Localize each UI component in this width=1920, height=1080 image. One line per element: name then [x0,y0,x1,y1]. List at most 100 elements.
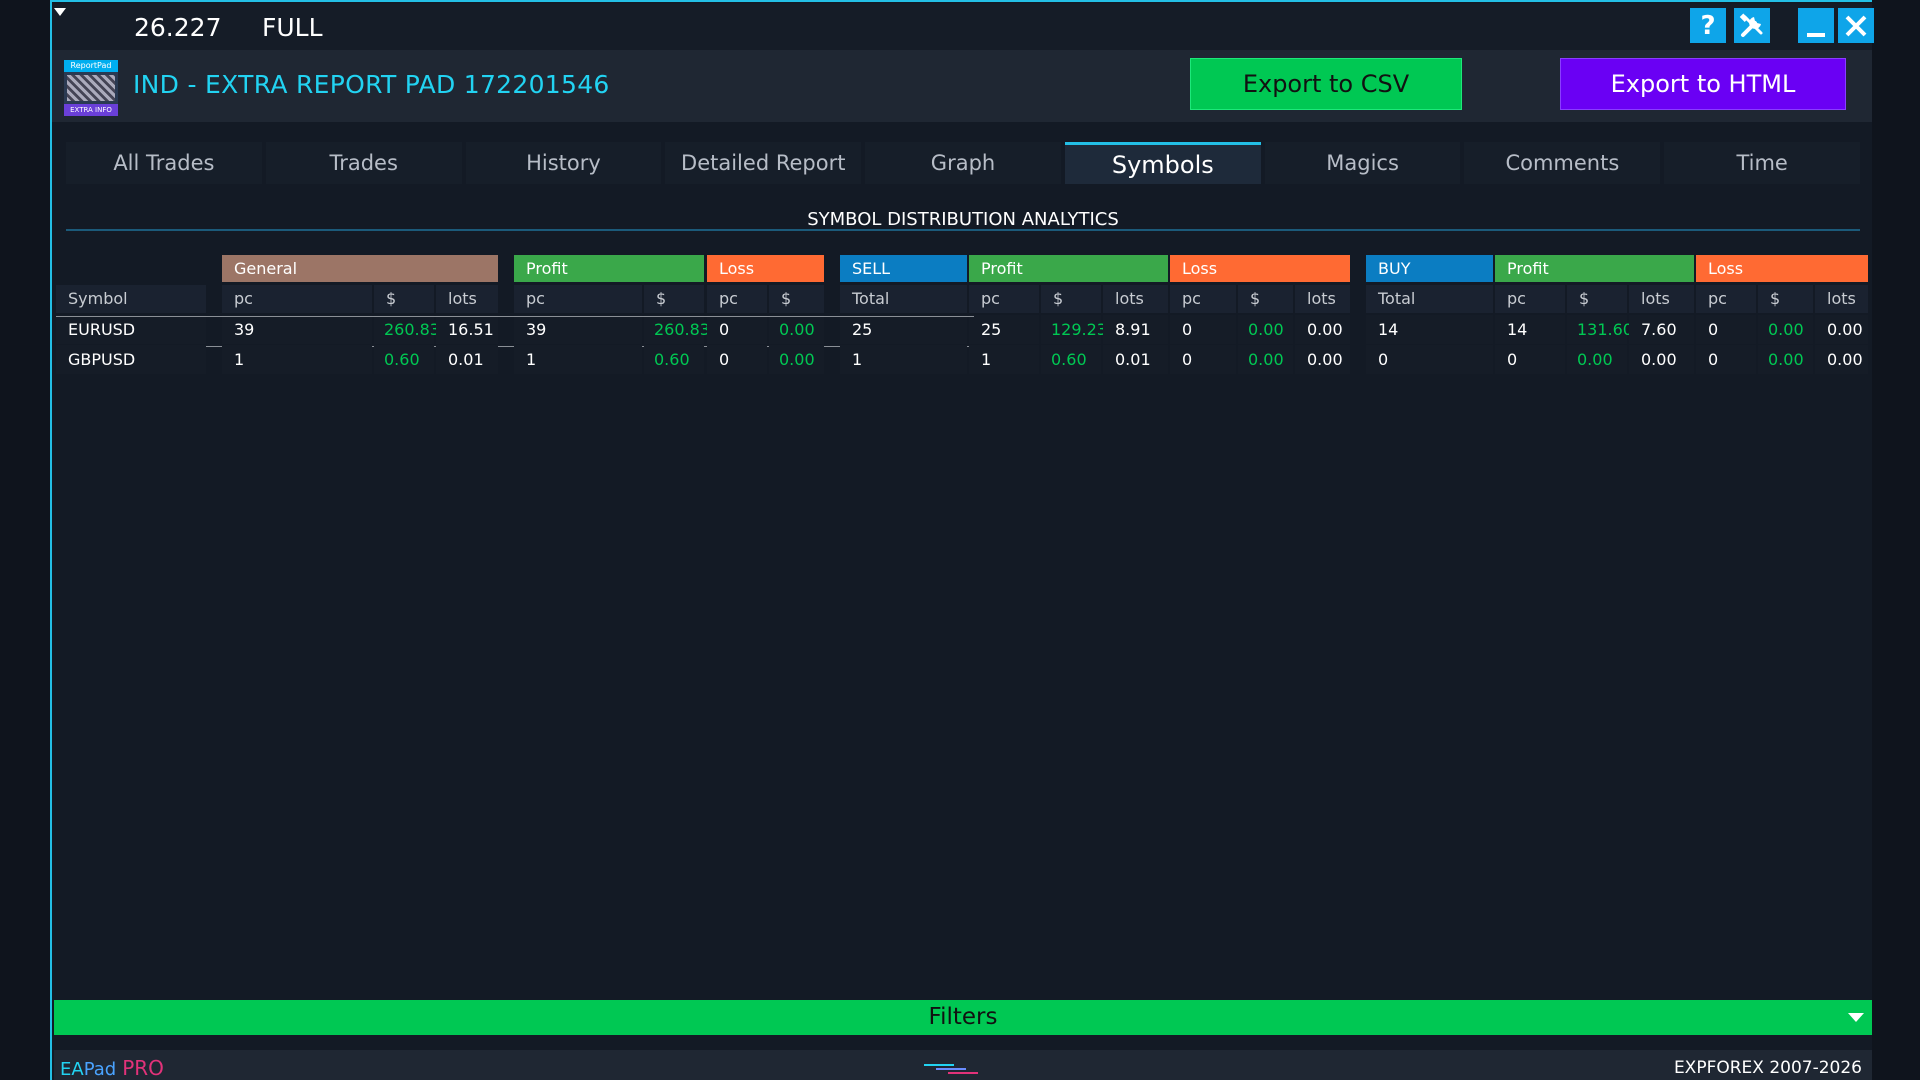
col-profit2-usd: $ [1041,285,1101,313]
minimize-icon [1807,32,1825,37]
tab-history[interactable]: History [465,142,662,184]
col-loss3-lots: lots [1815,285,1868,313]
section-title: SYMBOL DISTRIBUTION ANALYTICS [66,209,1860,231]
col-profit3-lots: lots [1629,285,1694,313]
close-button[interactable] [1838,8,1874,43]
cell-loss2-usd: 0.00 [1238,315,1293,344]
app-logo: ReportPad EXTRA INFO [64,60,118,116]
tools-icon [1739,12,1763,37]
cell-profit3-usd: 0.00 [1567,345,1627,374]
group-profit-sell: Profit [969,255,1168,282]
col-profit1-pc: pc [514,285,642,313]
col-loss3-usd: $ [1758,285,1813,313]
col-loss2-lots: lots [1295,285,1350,313]
menu-dropdown-icon[interactable] [54,8,66,16]
col-profit2-lots: lots [1103,285,1168,313]
cell-profit2-lots: 0.01 [1103,345,1168,374]
top-bar: 26.227 FULL ? [52,4,1874,50]
col-symbol: Symbol [56,285,206,313]
tab-graph[interactable]: Graph [865,142,1061,184]
mode-label: FULL [262,13,323,42]
tab-comments[interactable]: Comments [1464,142,1661,184]
tab-symbols[interactable]: Symbols [1064,142,1261,184]
footer-mark-icon [924,1064,978,1074]
tab-trades[interactable]: Trades [265,142,462,184]
col-profit1-usd: $ [644,285,704,313]
chevron-down-icon[interactable] [1848,1013,1864,1022]
group-sell: SELL [840,255,967,282]
col-general-pc: pc [222,285,372,313]
cell-sell-total: 1 [840,345,967,374]
cell-profit3-usd: 131.60 [1567,315,1633,344]
tab-all-trades[interactable]: All Trades [66,142,262,184]
col-loss3-pc: pc [1696,285,1756,313]
footer: EAPad PRO EXPFOREX 2007-2026 [54,1050,1872,1080]
export-csv-button[interactable]: Export to CSV [1190,58,1462,110]
row-symbol: EURUSD [56,315,206,344]
copyright: EXPFOREX 2007-2026 [1673,1058,1862,1078]
brand-logo: EAPad PRO [60,1056,164,1080]
cell-loss2-lots: 0.00 [1295,315,1350,344]
cell-sell-total: 25 [840,315,967,344]
cell-loss2-pc: 0 [1170,315,1236,344]
brand-pro: PRO [122,1056,164,1080]
brand-ea: EA [60,1059,84,1080]
filters-label: Filters [928,1004,998,1030]
help-button[interactable]: ? [1690,8,1726,43]
cell-profit2-usd: 129.23 [1041,315,1107,344]
tab-detailed-report[interactable]: Detailed Report [665,142,862,184]
cell-loss2-lots: 0.00 [1295,345,1350,374]
col-loss2-usd: $ [1238,285,1293,313]
row-symbol: GBPUSD [56,345,206,374]
help-icon: ? [1700,10,1716,41]
cell-profit3-pc: 0 [1495,345,1565,374]
cell-loss3-lots: 0.00 [1815,345,1868,374]
cell-loss3-pc: 0 [1696,345,1756,374]
header: ReportPad EXTRA INFO IND - EXTRA REPORT … [52,50,1872,122]
group-loss-general: Loss [707,255,824,282]
tools-button[interactable] [1734,8,1770,43]
logo-bottom-text: EXTRA INFO [64,104,118,116]
cell-loss3-pc: 0 [1696,315,1756,344]
cell-profit1-usd: 0.60 [644,345,704,374]
col-sell-total: Total [840,285,967,313]
group-buy: BUY [1366,255,1493,282]
cell-general-lots: 0.01 [436,345,498,374]
logo-top-text: ReportPad [64,60,118,72]
tab-magics[interactable]: Magics [1264,142,1461,184]
cell-loss3-lots: 0.00 [1815,315,1868,344]
cell-loss2-pc: 0 [1170,345,1236,374]
close-icon [1845,15,1867,36]
cell-buy-total: 0 [1366,345,1493,374]
cell-loss3-usd: 0.00 [1758,315,1813,344]
cell-profit3-lots: 7.60 [1629,315,1694,344]
version-label: 26.227 [134,13,222,42]
minimize-button[interactable] [1798,8,1834,43]
tab-time[interactable]: Time [1664,142,1861,184]
col-profit3-usd: $ [1567,285,1627,313]
page-title: IND - EXTRA REPORT PAD 172201546 [133,70,610,99]
col-buy-total: Total [1366,285,1493,313]
cell-general-lots: 16.51 [436,315,498,344]
cell-loss1-pc: 0 [707,315,767,344]
cell-profit2-pc: 1 [969,345,1039,374]
cell-general-pc: 1 [222,345,372,374]
cell-general-pc: 39 [222,315,372,344]
export-html-button[interactable]: Export to HTML [1560,58,1846,110]
group-profit-general: Profit [514,255,704,282]
group-loss-buy: Loss [1696,255,1868,282]
group-general: General [222,255,498,282]
logo-qr-icon [67,75,115,101]
cell-loss2-usd: 0.00 [1238,345,1293,374]
cell-general-usd: 260.83 [374,315,440,344]
brand-pad: Pad [83,1059,117,1080]
col-loss1-usd: $ [769,285,824,313]
cell-profit3-pc: 14 [1495,315,1565,344]
filters-bar[interactable]: Filters [54,1000,1872,1035]
cell-general-usd: 0.60 [374,345,434,374]
cell-profit2-pc: 25 [969,315,1039,344]
group-loss-sell: Loss [1170,255,1350,282]
col-profit3-pc: pc [1495,285,1565,313]
col-profit2-pc: pc [969,285,1039,313]
col-loss2-pc: pc [1170,285,1236,313]
